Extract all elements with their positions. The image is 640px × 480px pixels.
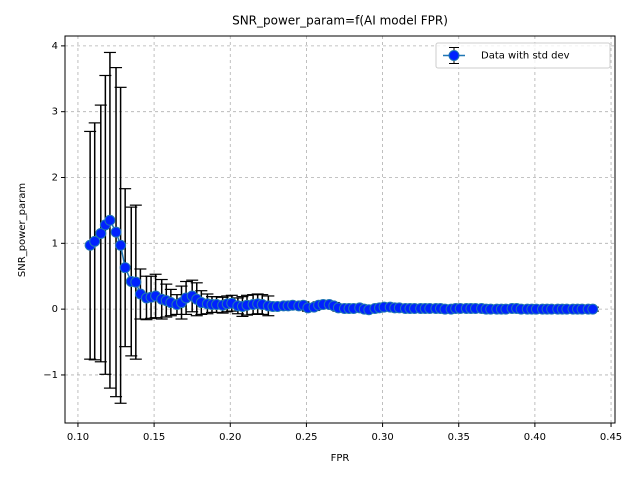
y-axis-label: SNR_power_param: [17, 183, 28, 277]
data-point: [104, 214, 116, 226]
y-tick-label: 0: [52, 304, 58, 315]
data-point: [119, 262, 131, 274]
plot-frame: [64, 35, 616, 424]
legend-marker: [448, 50, 460, 61]
data-point: [110, 226, 122, 238]
x-tick-label: 0.25: [295, 432, 317, 443]
legend-label: Data with std dev: [481, 51, 570, 62]
x-tick-label: 0.40: [524, 432, 546, 443]
x-tick-label: 0.20: [219, 432, 241, 443]
y-tick-label: 3: [52, 107, 58, 118]
x-tick-label: 0.15: [143, 432, 165, 443]
data-point: [89, 235, 101, 247]
x-tick-label: 0.30: [371, 432, 393, 443]
data-point: [115, 239, 127, 251]
data-point: [130, 276, 142, 288]
y-tick-label: 2: [52, 173, 58, 184]
y-tick-label: −1: [43, 370, 58, 381]
data-point: [587, 303, 599, 315]
y-tick-label: 4: [52, 41, 58, 52]
data-point: [95, 227, 107, 239]
x-tick-label: 0.10: [67, 432, 89, 443]
chart-title: SNR_power_param=f(AI model FPR): [232, 14, 448, 28]
legend-box: [435, 42, 611, 69]
y-tick-label: 1: [52, 238, 58, 249]
x-tick-label: 0.45: [600, 432, 622, 443]
x-tick-label: 0.35: [448, 432, 470, 443]
x-axis-label: FPR: [331, 453, 350, 464]
